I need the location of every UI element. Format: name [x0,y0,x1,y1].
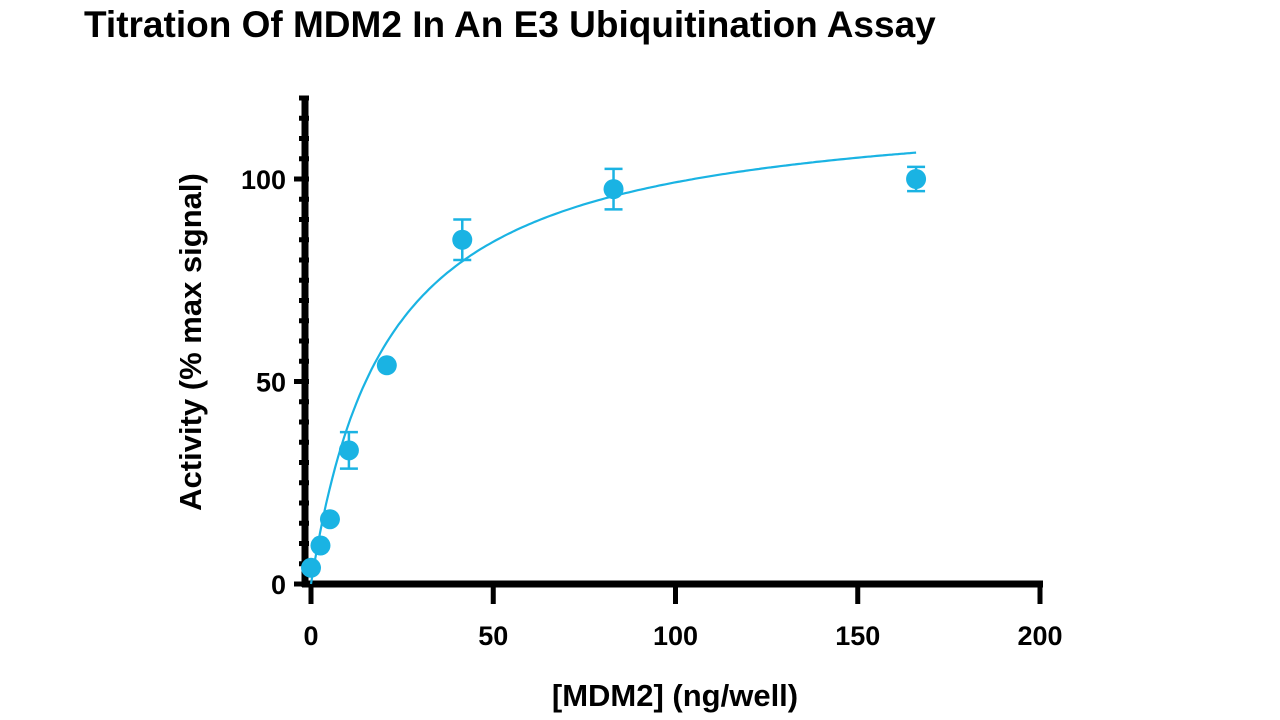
x-tick-label: 50 [478,621,508,651]
data-point [452,229,473,250]
data-point [338,440,359,461]
data-point [319,509,340,530]
y-tick-label: 0 [271,570,286,600]
data-point [376,355,397,376]
data-point [310,535,331,556]
x-tick-label: 200 [1017,621,1062,651]
data-point [603,179,624,200]
fit-curve-group [309,151,917,585]
data-point [301,557,321,578]
data-points [301,165,927,578]
axis-ticks: 0 50 100 0 50 100 150 200 [241,95,1063,651]
y-axis-label: Activity (% max signal) [173,173,208,511]
y-tick-label: 50 [256,368,286,398]
x-axis-label: [MDM2] (ng/well) [552,678,798,713]
axes [301,98,1043,588]
x-tick-label: 100 [653,621,698,651]
y-tick-label: 100 [241,165,286,195]
x-tick-label: 150 [835,621,880,651]
data-point [906,169,927,189]
x-tick-label: 0 [303,621,318,651]
chart-title: Titration Of MDM2 In An E3 Ubiquitinatio… [84,4,936,45]
fit-curve [309,151,917,585]
